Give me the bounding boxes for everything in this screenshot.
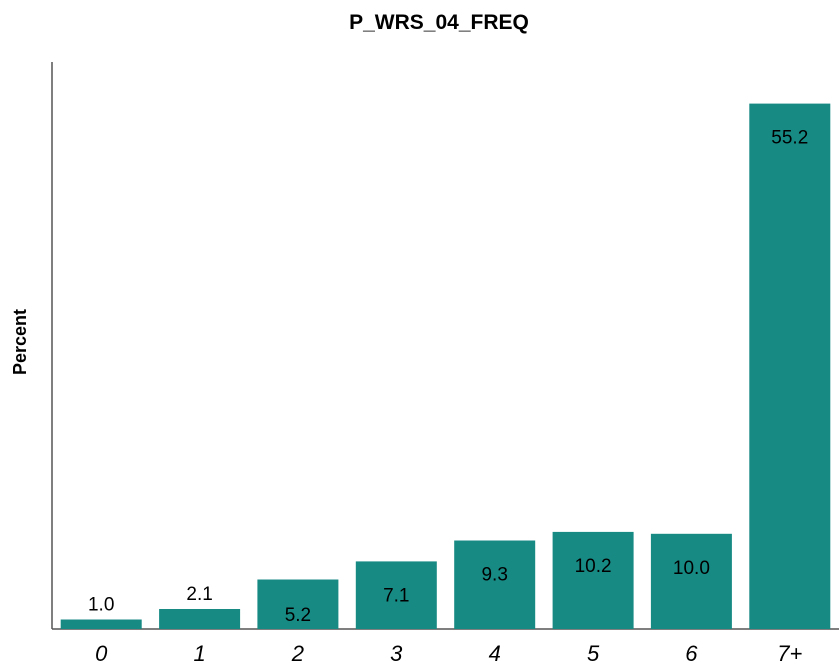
bar-5 — [552, 531, 634, 629]
bar-7+ — [749, 103, 831, 630]
x-tick-label-2: 2 — [291, 641, 304, 666]
data-label-1: 2.1 — [186, 584, 212, 605]
x-tick-label-7+: 7+ — [777, 641, 802, 666]
data-label-2: 5.2 — [285, 605, 311, 626]
x-tick-label-4: 4 — [489, 641, 501, 666]
x-tick-label-3: 3 — [390, 641, 403, 666]
chart-title: P_WRS_04_FREQ — [349, 11, 529, 34]
bar-6 — [650, 533, 732, 629]
x-tick-label-5: 5 — [587, 641, 600, 666]
data-label-4: 9.3 — [481, 565, 507, 586]
x-tick-labels-group: 0 1 2 3 4 5 6 7+ — [95, 641, 802, 666]
data-label-0: 1.0 — [88, 595, 114, 616]
data-label-3: 7.1 — [383, 585, 409, 606]
x-tick-label-6: 6 — [685, 641, 698, 666]
bar-3 — [355, 561, 437, 629]
bar-4 — [454, 540, 536, 629]
x-tick-label-1: 1 — [193, 641, 205, 666]
data-label-6: 10.0 — [673, 558, 710, 579]
bar-2 — [257, 579, 339, 629]
bar-0 — [60, 619, 142, 629]
data-labels-group: 1.0 2.1 5.2 7.1 9.3 10.2 10.0 55.2 — [88, 128, 808, 626]
bar-1 — [159, 609, 241, 629]
x-tick-label-0: 0 — [95, 641, 108, 666]
data-label-7+: 55.2 — [771, 128, 808, 149]
data-label-5: 10.2 — [575, 556, 612, 577]
bars-group — [60, 103, 831, 630]
y-axis-label: Percent — [10, 309, 30, 375]
